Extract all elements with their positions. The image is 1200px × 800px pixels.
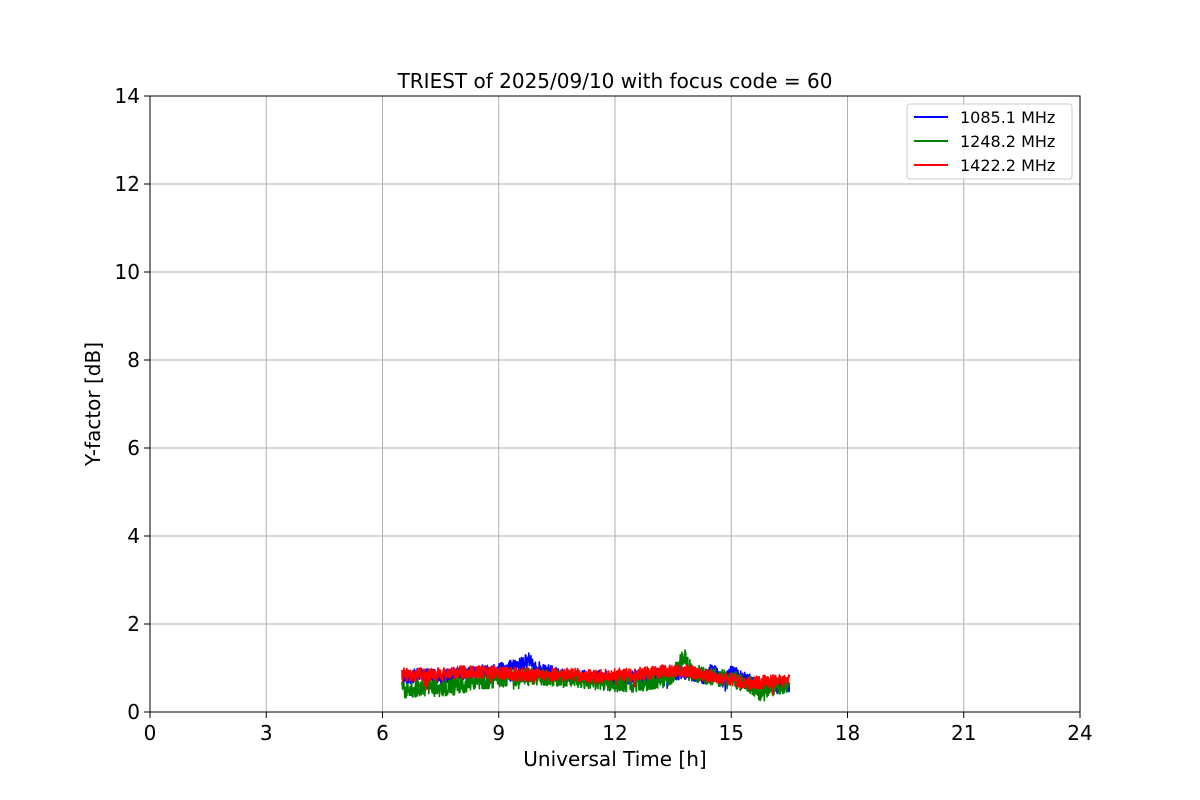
- x-tick-label: 15: [719, 721, 744, 745]
- x-tick-label: 12: [602, 721, 627, 745]
- legend-box: [906, 103, 1073, 180]
- legend-entry: 1085.1 MHz: [960, 108, 1055, 127]
- y-axis: 0 2 4 6 8 10 12 14: [115, 84, 150, 724]
- legend-entry: 1248.2 MHz: [960, 132, 1055, 151]
- y-tick-label: 10: [115, 260, 140, 284]
- legend: 1085.1 MHz 1248.2 MHz 1422.2 MHz: [906, 103, 1073, 180]
- y-tick-label: 0: [127, 700, 140, 724]
- y-axis-label: Y-factor [dB]: [81, 342, 105, 467]
- chart-title: TRIEST of 2025/09/10 with focus code = 6…: [397, 69, 833, 93]
- x-tick-label: 9: [492, 721, 505, 745]
- x-tick-label: 3: [260, 721, 273, 745]
- x-tick-label: 6: [376, 721, 389, 745]
- y-tick-label: 6: [127, 436, 140, 460]
- x-tick-label: 21: [951, 721, 976, 745]
- x-axis-label: Universal Time [h]: [523, 747, 706, 771]
- x-tick-label: 0: [144, 721, 157, 745]
- y-tick-label: 2: [127, 612, 140, 636]
- legend-entry: 1422.2 MHz: [960, 156, 1055, 175]
- y-tick-label: 12: [115, 172, 140, 196]
- y-tick-label: 8: [127, 348, 140, 372]
- series-layer: [401, 649, 791, 702]
- y-tick-label: 4: [127, 524, 140, 548]
- series-line-2: [401, 664, 791, 696]
- x-axis: 0 3 6 9 12 15 18 21 24: [144, 712, 1093, 745]
- x-tick-label: 18: [835, 721, 860, 745]
- y-tick-label: 14: [115, 84, 140, 108]
- x-tick-label: 24: [1067, 721, 1092, 745]
